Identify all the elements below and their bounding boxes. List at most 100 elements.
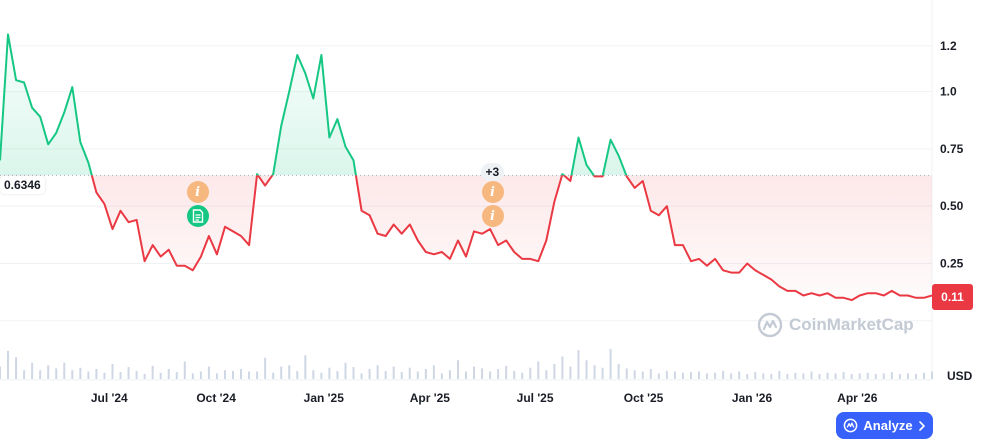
reference-price-label: 0.6346 (0, 176, 45, 194)
y-tick-label: 0.50 (940, 199, 964, 213)
volume-bar (376, 365, 379, 379)
analyze-label: Analyze (863, 418, 913, 433)
y-tick-label: 1.2 (940, 39, 957, 53)
volume-bar (440, 373, 443, 379)
volume-bar (818, 374, 821, 379)
volume-bar (577, 350, 580, 379)
volume-bar (199, 371, 202, 379)
event-cluster-badge[interactable]: +3 (480, 163, 505, 182)
volume-bar (569, 366, 572, 379)
volume-bar (898, 374, 901, 379)
y-axis: 0.25 0.50 0.75 1.0 1.2 (940, 39, 964, 271)
volume-bar (625, 368, 628, 379)
volume-bar (256, 371, 259, 379)
volume-bar (135, 370, 138, 379)
volume-bar (858, 373, 861, 379)
volume-bar (521, 372, 524, 379)
volume-bar (585, 360, 588, 379)
volume-bar (424, 369, 427, 379)
volume-bar (456, 360, 459, 379)
volume-bar (288, 365, 291, 379)
volume-bar (312, 370, 315, 379)
x-tick-label: Jul '24 (91, 391, 128, 405)
volume-bar (497, 369, 500, 379)
unit-label: USD (947, 369, 973, 383)
x-tick-label: Jul '25 (517, 391, 554, 405)
volume-bar (240, 369, 243, 379)
volume-bar (416, 371, 419, 379)
coinmarketcap-logo-icon (757, 312, 783, 338)
volume-bar (7, 350, 10, 379)
analyze-button[interactable]: Analyze (836, 412, 933, 439)
volume-bar (336, 370, 339, 379)
volume-bar (0, 366, 1, 379)
volume-bar (730, 373, 733, 379)
info-event-marker[interactable]: i (186, 181, 209, 204)
x-tick-label: Jan '26 (732, 391, 773, 405)
volume-bar (47, 365, 50, 379)
volume-bar (183, 361, 186, 379)
volume-bar (432, 365, 435, 379)
volume-bar (280, 366, 283, 379)
volume-bar (103, 372, 106, 379)
volume-bar (834, 373, 837, 379)
volume-bar (931, 371, 933, 379)
volume-bar (71, 370, 74, 379)
volume-bar (473, 366, 476, 379)
current-price-badge: 0.11 (932, 284, 973, 310)
volume-bar (328, 367, 331, 379)
volume-bar (794, 372, 797, 379)
volume-bar (408, 367, 411, 379)
volume-bar (296, 370, 299, 379)
document-event-marker[interactable] (186, 205, 209, 228)
volume-bar (215, 373, 218, 379)
volume-bar (802, 373, 805, 379)
y-tick-label: 1.0 (940, 85, 957, 99)
volume-bar (922, 372, 925, 379)
price-line-below (90, 175, 932, 302)
volume-bar (175, 372, 178, 379)
volume-bar (906, 373, 909, 379)
volume-bar (553, 364, 556, 379)
document-icon (192, 209, 203, 224)
volume-bar (754, 372, 757, 379)
volume-bar (232, 370, 234, 379)
volume-bar (778, 370, 781, 379)
volume-bar (505, 365, 508, 379)
volume-bar (826, 372, 829, 379)
watermark-text: CoinMarketCap (789, 315, 914, 334)
volume-bar (304, 355, 307, 379)
volume-bar (39, 370, 42, 379)
volume-bar (119, 372, 122, 379)
volume-bar (368, 369, 371, 379)
volume-bar (529, 367, 532, 379)
volume-bar (617, 364, 620, 379)
volume-bar (111, 364, 114, 379)
volume-bar (320, 372, 323, 379)
volume-bar (264, 357, 267, 379)
volume-bar (384, 370, 387, 379)
info-event-marker[interactable]: i (481, 181, 504, 204)
volume-bar (513, 370, 516, 379)
volume-bar (55, 368, 58, 379)
ai-logo-icon (844, 418, 858, 433)
volume-bar (681, 372, 684, 379)
volume-bar (882, 373, 885, 379)
y-tick-label: 0.25 (940, 256, 964, 270)
volume-bar (207, 366, 210, 379)
info-event-marker[interactable]: i (481, 205, 504, 228)
volume-bar (159, 372, 162, 379)
volume-bar (698, 371, 700, 379)
volume-bar (874, 374, 877, 379)
volume-bar (665, 370, 668, 379)
volume-bar (31, 362, 34, 379)
volume-bar (400, 372, 403, 379)
volume-bar (127, 367, 130, 379)
volume-bar (649, 369, 652, 379)
area-below-reference (91, 175, 932, 301)
volume-bar (392, 366, 395, 379)
volume-bar (714, 372, 717, 379)
volume-bar (481, 368, 484, 379)
volume-bar (633, 370, 636, 379)
